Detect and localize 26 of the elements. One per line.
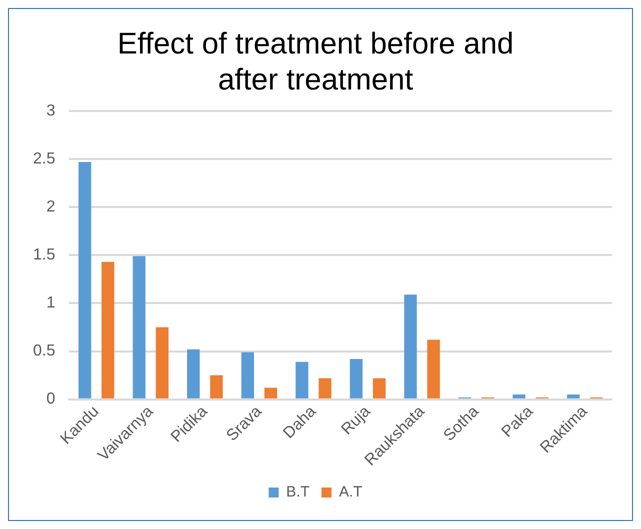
bar (241, 352, 254, 398)
bar (264, 388, 278, 398)
bar (372, 378, 386, 398)
y-tick-label: 1.5 (32, 246, 56, 264)
bar (566, 394, 580, 398)
bar (156, 327, 169, 398)
y-tick-label: 0 (46, 390, 56, 408)
bar (78, 162, 92, 398)
bar (132, 256, 146, 398)
legend-label: B.T (286, 484, 310, 501)
bar (187, 349, 200, 398)
bar (350, 358, 363, 398)
chart-title: Effect of treatment before and after treatment (117, 27, 514, 96)
bar (296, 362, 308, 398)
bar (210, 375, 223, 398)
y-tick-label: 2.5 (32, 150, 56, 168)
y-tick-label: 3 (46, 102, 56, 120)
y-tick-label: 2 (46, 198, 56, 216)
bar (318, 378, 332, 398)
bar (512, 394, 526, 398)
bar (102, 262, 114, 398)
y-tick-label: 0.5 (32, 342, 56, 360)
bar (427, 340, 440, 398)
y-tick-label: 1 (46, 294, 56, 312)
legend-label: A.T (339, 484, 362, 501)
bar (404, 294, 417, 398)
